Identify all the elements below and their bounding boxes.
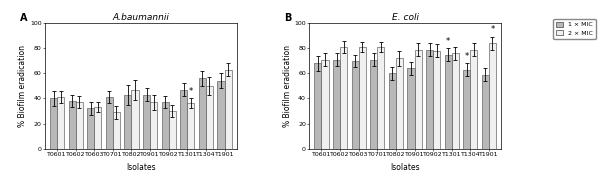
Y-axis label: % Biofilm eradication: % Biofilm eradication (18, 45, 27, 127)
Bar (445, 54, 452, 149)
Legend: 1 × MIC, 2 × MIC: 1 × MIC, 2 × MIC (553, 19, 596, 39)
Bar (489, 43, 496, 149)
Bar (377, 47, 385, 149)
Bar (106, 97, 113, 149)
Bar (359, 47, 366, 149)
Text: *: * (446, 37, 450, 46)
Bar (396, 58, 403, 149)
Bar (143, 95, 150, 149)
Bar (124, 95, 131, 149)
Bar (217, 81, 224, 149)
Bar (463, 70, 470, 149)
Bar (470, 50, 478, 149)
Bar (50, 98, 57, 149)
Bar (76, 102, 83, 149)
Title: A.baumannii: A.baumannii (112, 13, 169, 22)
Bar (426, 50, 433, 149)
Bar (452, 53, 459, 149)
X-axis label: Isolates: Isolates (126, 163, 155, 172)
Bar (94, 107, 101, 149)
Bar (415, 50, 422, 149)
Bar (150, 102, 157, 149)
Bar (113, 112, 120, 149)
Bar (224, 70, 232, 149)
Text: A: A (20, 13, 28, 23)
Bar (482, 75, 489, 149)
Bar (57, 97, 64, 149)
Text: *: * (490, 25, 494, 34)
Bar (206, 86, 213, 149)
Bar (161, 102, 169, 149)
Bar (407, 68, 415, 149)
Bar (199, 78, 206, 149)
Bar (352, 61, 359, 149)
Bar (131, 90, 139, 149)
Bar (180, 90, 187, 149)
Bar (314, 63, 322, 149)
Bar (333, 59, 340, 149)
Bar (389, 73, 396, 149)
Y-axis label: % Biofilm eradication: % Biofilm eradication (283, 45, 292, 127)
Text: B: B (284, 13, 292, 23)
Bar (433, 51, 440, 149)
Bar (68, 101, 76, 149)
Title: E. coli: E. coli (392, 13, 419, 22)
Bar (322, 59, 329, 149)
Bar (370, 59, 377, 149)
Bar (187, 103, 194, 149)
Bar (340, 47, 347, 149)
Text: *: * (189, 87, 193, 96)
Bar (169, 111, 176, 149)
Bar (87, 108, 94, 149)
Text: *: * (464, 52, 469, 61)
X-axis label: Isolates: Isolates (391, 163, 420, 172)
